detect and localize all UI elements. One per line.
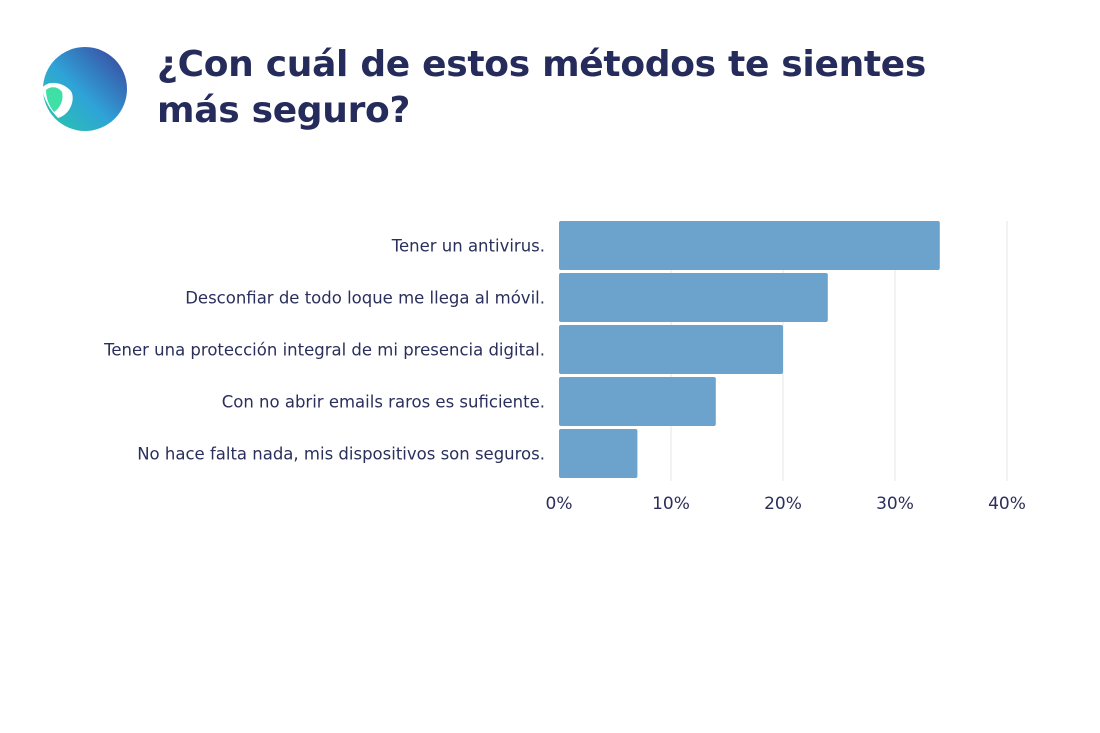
category-labels: Tener un antivirus. Desconfiar de todo lo… [103,237,545,464]
x-axis-ticks: 0% 10% 20% 30% 40% [546,494,1026,514]
category-label: No hace falta nada, mis dispositivos son… [137,445,545,464]
page-title: ¿Con cuál de estos métodos te sientes má… [157,44,927,131]
bars [559,221,940,478]
category-label: Desconfiar de todo loque me llega al móv… [185,289,545,308]
x-tick-label: 30% [876,494,914,514]
category-label: Con no abrir emails raros es suficiente. [222,393,545,412]
brand-logo-icon [42,47,127,131]
bar [559,377,716,426]
bar [559,221,940,270]
bar [559,429,638,478]
bar [559,325,783,374]
bar [559,273,828,322]
x-tick-label: 0% [546,494,573,514]
x-tick-label: 40% [988,494,1026,514]
category-label: Tener un antivirus. [391,237,545,256]
category-label: Tener una protección integral de mi pres… [103,341,545,360]
x-tick-label: 10% [652,494,690,514]
x-tick-label: 20% [764,494,802,514]
